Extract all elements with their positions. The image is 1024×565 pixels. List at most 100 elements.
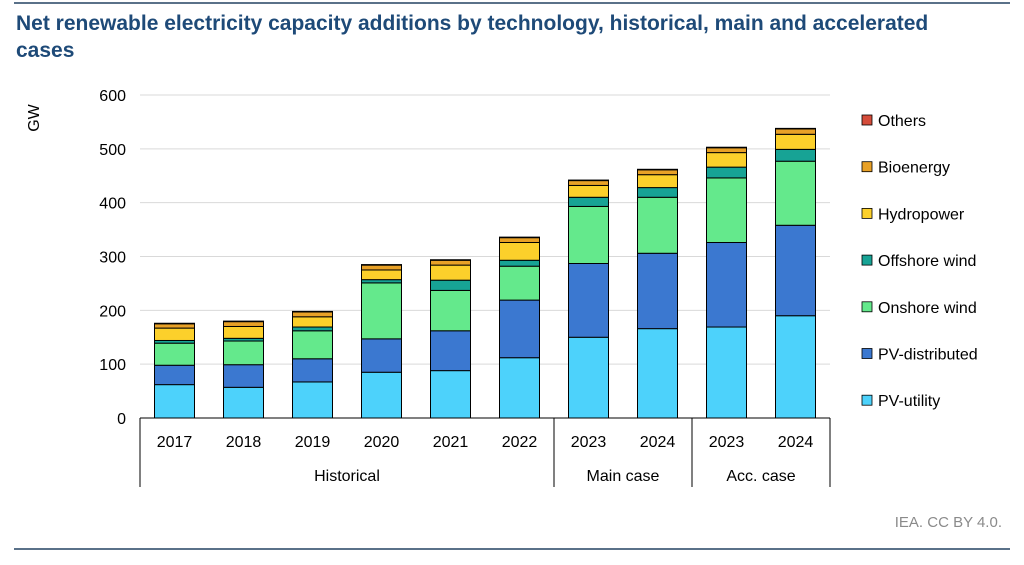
bar-segment-onshore-wind (706, 177, 747, 244)
bar-segment-pv-distributed (154, 364, 195, 386)
bars (154, 127, 816, 419)
bar-segment-pv-utility (775, 315, 816, 419)
x-tick-label: 2023 (709, 434, 745, 451)
bar-segment-pv-distributed (775, 224, 816, 317)
bar-segment-hydropower (361, 269, 402, 281)
bar-segment-onshore-wind (361, 282, 402, 340)
x-tick-label: 2022 (502, 434, 538, 451)
bar-segment-onshore-wind (499, 265, 540, 301)
bar-segment-pv-utility (706, 326, 747, 419)
bar-segment-pv-distributed (706, 242, 747, 328)
bar-segment-others (568, 179, 609, 182)
bottom-rule (14, 548, 1010, 550)
y-tick-label: 0 (117, 411, 126, 428)
bar-segment-pv-distributed (223, 364, 264, 388)
bar-segment-pv-distributed (568, 262, 609, 338)
legend: Others Bioenergy Hydropower Offshore wind On… (861, 113, 978, 410)
bar-segment-onshore-wind (292, 330, 333, 360)
bar-segment-pv-utility (568, 336, 609, 419)
legend-swatch (861, 114, 873, 126)
bar-segment-pv-distributed (637, 252, 678, 330)
bar-segment-offshore-wind (775, 148, 816, 162)
bar-segment-pv-distributed (430, 330, 471, 372)
bar-segment-onshore-wind (430, 289, 471, 332)
bar-segment-pv-distributed (292, 358, 333, 383)
bar-segment-others (223, 320, 264, 323)
x-tick-label: 2017 (157, 434, 193, 451)
bar-segment-onshore-wind (568, 205, 609, 264)
bar-segment-hydropower (706, 152, 747, 168)
x-tick-label: 2024 (778, 434, 814, 451)
legend-swatch (861, 394, 873, 406)
bar-segment-hydropower (223, 325, 264, 339)
source-credit: IEA. CC BY 4.0. (894, 514, 1002, 531)
bar-segment-bioenergy (568, 180, 609, 186)
bar-segment-hydropower (292, 316, 333, 328)
bar-segment-others (499, 236, 540, 239)
y-axis-label: GW (26, 103, 43, 131)
bar-segment-onshore-wind (775, 160, 816, 226)
chart-title: Net renewable electricity capacity addit… (16, 12, 929, 62)
bar-segment-bioenergy (223, 321, 264, 327)
bar-segment-bioenergy (361, 264, 402, 271)
y-tick-label: 100 (99, 357, 126, 374)
x-tick-label: 2021 (433, 434, 469, 451)
bar-segment-bioenergy (706, 147, 747, 154)
legend-label: Offshore wind (878, 253, 976, 270)
legend-swatch (861, 254, 873, 266)
bar-segment-bioenergy (637, 169, 678, 176)
bar-segment-hydropower (430, 264, 471, 281)
bar-segment-others (292, 310, 333, 313)
bar-segment-pv-utility (292, 381, 333, 419)
y-tick-label: 600 (99, 88, 126, 105)
bar-segment-pv-utility (361, 371, 402, 419)
bar-segment-onshore-wind (223, 340, 264, 366)
bar-segment-bioenergy (430, 259, 471, 266)
x-tick-label: 2024 (640, 434, 676, 451)
bar-segment-bioenergy (499, 237, 540, 244)
legend-swatch (861, 301, 873, 313)
bar-segment-pv-utility (637, 328, 678, 419)
x-tick-label: 2019 (295, 434, 331, 451)
bar-segment-others (154, 322, 195, 325)
legend-swatch (861, 348, 873, 359)
bar-segment-offshore-wind (499, 259, 540, 267)
bar-segment-offshore-wind (637, 187, 678, 198)
bar-segment-pv-distributed (499, 299, 540, 359)
legend-label: Onshore wind (878, 300, 977, 317)
legend-label: PV-distributed (878, 347, 978, 364)
bar-segment-offshore-wind (568, 196, 609, 207)
bar-segment-others (637, 168, 678, 171)
bar-segment-hydropower (499, 242, 540, 261)
axes: 0 100 200 300 400 500 600 GW 2017 2018 2019 2020 202… (26, 88, 831, 487)
legend-swatch (861, 161, 873, 173)
bar-segment-bioenergy (154, 323, 195, 329)
bar-segment-offshore-wind (430, 279, 471, 291)
y-tick-label: 200 (99, 303, 126, 320)
bar-segment-pv-utility (223, 386, 264, 419)
bar-segment-bioenergy (292, 311, 333, 318)
bar-segment-bioenergy (775, 128, 816, 135)
legend-label: PV-utility (878, 393, 940, 410)
group-label: Acc. case (726, 468, 795, 485)
legend-label: Hydropower (878, 206, 965, 223)
x-tick-label: 2023 (571, 434, 607, 451)
legend-label: Bioenergy (878, 160, 950, 177)
bar-segment-hydropower (637, 174, 678, 189)
bar-segment-pv-utility (154, 384, 195, 419)
legend-label: Others (878, 113, 926, 130)
bar-segment-hydropower (568, 184, 609, 198)
bar-segment-others (706, 146, 747, 149)
bar-segment-pv-distributed (361, 338, 402, 373)
top-rule (14, 2, 1010, 4)
bar-segment-pv-utility (499, 357, 540, 419)
bar-segment-others (361, 264, 402, 266)
x-tick-label: 2018 (226, 434, 262, 451)
bar-segment-offshore-wind (292, 326, 333, 332)
y-tick-label: 500 (99, 142, 126, 159)
bar-segment-onshore-wind (154, 342, 195, 366)
y-tick-label: 300 (99, 250, 126, 267)
y-tick-label: 400 (99, 196, 126, 213)
bar-segment-offshore-wind (706, 166, 747, 179)
